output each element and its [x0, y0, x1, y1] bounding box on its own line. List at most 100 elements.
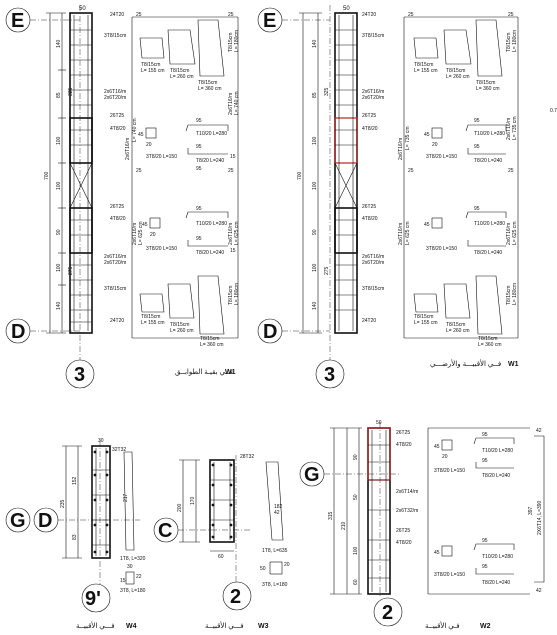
- schedule-text: T8/15cm: [141, 62, 160, 68]
- dim-label: 100: [56, 136, 62, 145]
- schedule-text: T8/15cm: [446, 68, 465, 74]
- dim-label: 20: [284, 562, 290, 568]
- bar-callout: 4T8/20: [362, 126, 378, 132]
- schedule-text: L= 735 cm: [405, 127, 411, 151]
- dim-label: 83: [72, 534, 78, 540]
- bar-callout: 2x6T20/m: [362, 260, 384, 266]
- schedule-text: 2x6T16/m: [398, 138, 404, 160]
- dim-label: 50: [376, 420, 382, 426]
- schedule-text: T8/15cm: [414, 314, 433, 320]
- bar-callout: 24T20: [362, 318, 376, 324]
- schedule-text: T8/20 L=240: [474, 250, 502, 256]
- schedule-text: L= 360 cm: [200, 342, 224, 348]
- bar-callout: 26T25: [362, 113, 376, 119]
- dim-label: 95: [196, 118, 202, 124]
- schedule-text: T10/20 L=280: [482, 448, 513, 454]
- grid-label-d: D: [263, 321, 277, 343]
- schedule-text: L= 625 cm: [405, 222, 411, 246]
- bar-callout: 28T32: [240, 454, 254, 460]
- dim-label: 182: [274, 504, 283, 510]
- schedule-text: T8/15cm: [506, 286, 512, 305]
- dim-label: 275: [68, 266, 74, 275]
- grid-label-d: D: [38, 510, 52, 532]
- dim-label: 25: [508, 12, 514, 18]
- bar-callout: 4T8/20: [110, 216, 126, 222]
- bar-callout: 2x6T32/m: [396, 508, 418, 514]
- schedule-text: T8/20 L=240: [482, 580, 510, 586]
- schedule-text: T8/15cm: [446, 322, 465, 328]
- schedule-text: 2X6T14, L=390: [537, 500, 543, 535]
- schedule-text: T8/15cm: [478, 336, 497, 342]
- schedule-text: T8/15cm: [170, 322, 189, 328]
- bar-callout: 24T20: [110, 318, 124, 324]
- grid-label-3: 3: [324, 364, 335, 386]
- dim-label: 235: [60, 499, 66, 508]
- dim-label: 25: [136, 12, 142, 18]
- w1-basement-ground-detail: E D 3 50 140 85 325: [257, 5, 557, 389]
- grid-label-e: E: [11, 10, 24, 32]
- dim-label: 95: [482, 458, 488, 464]
- dim-label: 95: [482, 538, 488, 544]
- dim-label: 25: [408, 168, 414, 174]
- schedule-text: L= 180cm: [512, 30, 518, 52]
- bar-callout: 24T20: [110, 12, 124, 18]
- schedule-text: L= 155 cm: [141, 320, 165, 326]
- grid-label-d: D: [11, 321, 25, 343]
- schedule-text: T8/20 L=240: [474, 158, 502, 164]
- bar-callout: 2x6T16/m: [104, 254, 126, 260]
- bar-callout: 2x6T20/m: [104, 95, 126, 101]
- bar-callout: 2x6T20/m: [104, 260, 126, 266]
- title-code: W1: [225, 369, 236, 376]
- bar-callout: 2x6T16/m: [362, 89, 384, 95]
- title-code: W3: [258, 623, 269, 630]
- w3-basement-detail: C 2 200 170 60 28T32 182 42 1T8, L=635 5…: [153, 454, 290, 630]
- dim-label: 140: [312, 301, 318, 310]
- bar-callout: 3T8/15cm: [362, 33, 384, 39]
- dim-label: 15: [120, 578, 126, 584]
- w2-basement-detail: G 2 50 90 50 315 210 100 60 26T25 4T8/20…: [299, 420, 545, 630]
- bar-callout: 2x6T16/m: [362, 254, 384, 260]
- dim-label: 140: [312, 39, 318, 48]
- bar-callout: 4T8/20: [396, 442, 412, 448]
- title-code: W1: [508, 361, 519, 368]
- schedule-text: 2x6T16/m: [228, 223, 234, 245]
- edge-note: 0.7: [550, 108, 557, 114]
- dim-label: 60: [218, 554, 224, 560]
- bar-callout: 26T25: [396, 430, 410, 436]
- schedule-text: L= 360 cm: [478, 342, 502, 348]
- schedule-text: L= 260 cm: [170, 74, 194, 80]
- bar-callout: 24T20: [362, 12, 376, 18]
- dim-label: 15: [230, 248, 236, 254]
- schedule-text: T10/20 L=280: [196, 131, 227, 137]
- dim-label: 397: [528, 506, 534, 515]
- schedule-text: L= 180cm: [512, 283, 518, 305]
- schedule-text: T8/15cm: [228, 33, 234, 52]
- dim-label: 25: [508, 168, 514, 174]
- dim-label: 42: [536, 428, 542, 434]
- schedule-text: 2x6T16/m: [228, 93, 234, 115]
- schedule-text: 3T8/20 L=150: [434, 468, 465, 474]
- title-arabic: فــي الأقبيـــة والأرضـــي: [430, 359, 501, 368]
- dim-label: 95: [482, 564, 488, 570]
- schedule-text: 2x6T16/m: [506, 118, 512, 140]
- schedule-text: L= 260 cm: [170, 328, 194, 334]
- dim-label: 20: [146, 142, 152, 148]
- dim-label: 170: [190, 496, 196, 505]
- dim-label: 90: [56, 229, 62, 235]
- schedule-text: L= 735 cm: [512, 117, 518, 141]
- dim-label: 315: [328, 511, 334, 520]
- dim-label: 45: [138, 132, 144, 138]
- schedule-text: 3T8/20 L=150: [146, 246, 177, 252]
- dim-label: 95: [474, 118, 480, 124]
- bar-callout: 2x6T20/m: [362, 95, 384, 101]
- dim-label: 15: [230, 154, 236, 160]
- dim-label: 95: [196, 166, 202, 172]
- dim-label: 90: [312, 229, 318, 235]
- dim-label: 200: [177, 503, 183, 512]
- bar-callout: 32T32: [112, 447, 126, 453]
- dim-label: 45: [424, 132, 430, 138]
- dim-label: 95: [196, 206, 202, 212]
- schedule-text: T10/20 L=280: [474, 221, 505, 227]
- schedule-text: L= 155 cm: [141, 68, 165, 74]
- title-arabic: فـــي الأقبيــة: [205, 621, 244, 630]
